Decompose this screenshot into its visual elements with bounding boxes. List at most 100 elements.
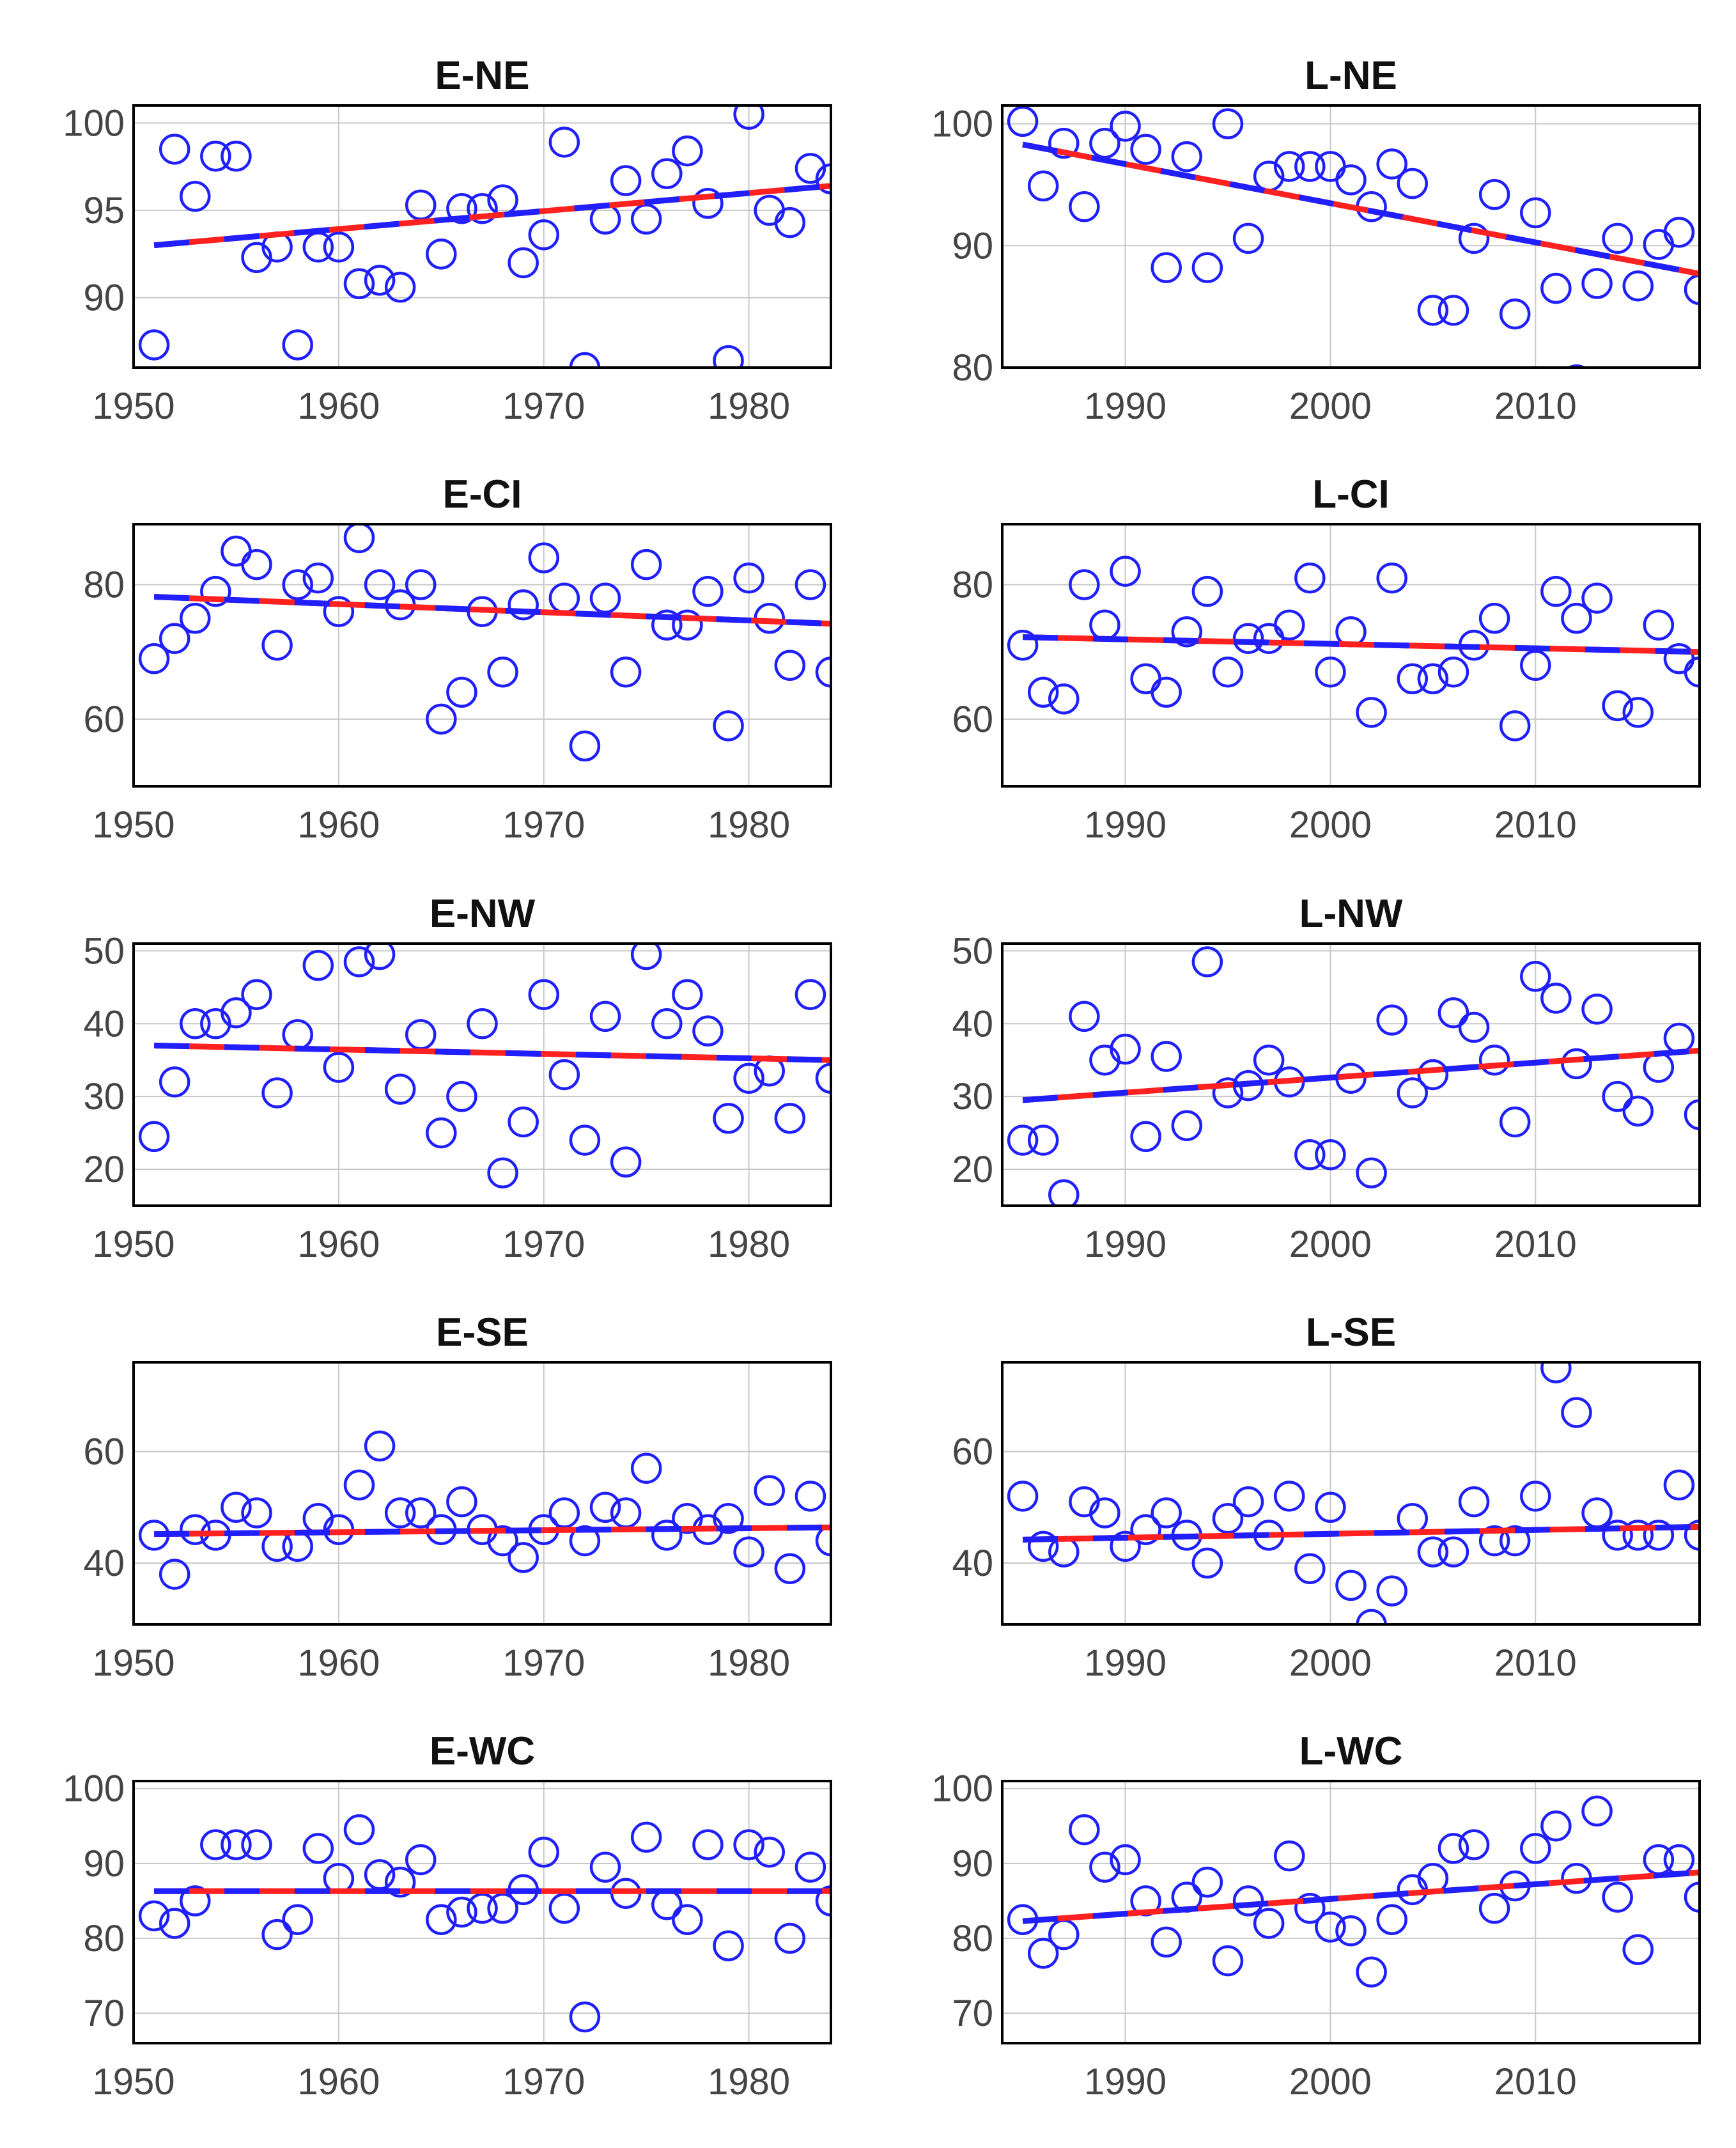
- x-tick-label: 1980: [708, 1224, 790, 1265]
- y-tick-label: 100: [931, 104, 993, 145]
- data-point: [1438, 1833, 1469, 1864]
- plot-frame: [132, 523, 832, 788]
- data-point: [1253, 1044, 1285, 1076]
- data-point: [1130, 1514, 1161, 1545]
- data-point: [1110, 1033, 1141, 1065]
- data-point: [159, 1908, 190, 1939]
- plot-frame: [1001, 942, 1701, 1207]
- data-point: [815, 1885, 831, 1917]
- data-point: [1458, 1829, 1490, 1860]
- data-point: [343, 1814, 375, 1846]
- data-point: [364, 944, 396, 970]
- data-point: [1048, 1179, 1080, 1206]
- data-point: [1027, 1938, 1059, 1969]
- data-point: [446, 676, 477, 708]
- data-point: [1007, 1125, 1039, 1156]
- y-tick-label: 60: [952, 699, 993, 740]
- plot-frame: [132, 1780, 832, 2044]
- x-tick-label: 2000: [1289, 804, 1372, 846]
- data-point: [1171, 141, 1203, 173]
- data-point: [713, 1503, 744, 1534]
- data-point: [1376, 562, 1407, 594]
- y-tick-label: 80: [952, 347, 993, 389]
- data-point: [282, 329, 313, 361]
- data-point: [1438, 997, 1469, 1029]
- subplot-title: E-NW: [430, 892, 536, 936]
- subplot-e-ne: 1950 1960 1970 1980 90 95 100 E-NE: [63, 54, 832, 427]
- data-point: [180, 602, 211, 634]
- data-point: [426, 238, 457, 270]
- data-point: [221, 1829, 252, 1860]
- subplot-title: L-NE: [1305, 54, 1397, 98]
- data-point: [1253, 623, 1285, 654]
- data-point: [569, 730, 601, 762]
- data-point: [405, 1844, 437, 1876]
- data-point: [138, 643, 170, 674]
- data-point: [343, 1469, 375, 1501]
- data-point: [1027, 1530, 1059, 1562]
- data-point: [1458, 1486, 1490, 1518]
- y-tick-label: 70: [83, 1993, 125, 2034]
- data-point: [528, 979, 560, 1010]
- y-tick-label: 70: [952, 1993, 993, 2034]
- data-point: [1335, 164, 1367, 196]
- x-tick-label: 1970: [502, 804, 585, 846]
- data-point: [446, 1896, 477, 1928]
- y-tick-label: 80: [83, 564, 125, 606]
- points: [138, 105, 831, 368]
- data-point: [713, 710, 744, 742]
- data-point: [630, 1452, 662, 1484]
- data-point: [610, 165, 642, 196]
- y-tick-label: 60: [83, 1431, 125, 1473]
- data-point: [1643, 1520, 1675, 1551]
- data-point: [1684, 1520, 1700, 1551]
- data-point: [1622, 1934, 1654, 1965]
- data-point: [815, 1062, 831, 1094]
- plot-frame: [1001, 1361, 1701, 1626]
- subplot-l-ci: 1990 2000 2010 60 80 L-CI: [952, 472, 1701, 846]
- data-point: [159, 1066, 190, 1098]
- data-point: [1376, 1575, 1407, 1607]
- data-point: [1089, 1851, 1120, 1883]
- x-tick-label: 2010: [1494, 1642, 1577, 1684]
- data-point: [1643, 1052, 1675, 1083]
- y-tick-label: 60: [952, 1431, 993, 1473]
- data-point: [384, 1073, 416, 1105]
- data-point: [651, 1889, 683, 1920]
- data-point: [1622, 1095, 1654, 1127]
- data-point: [343, 946, 375, 977]
- subplot-title: E-NE: [435, 54, 529, 98]
- subplot-title: L-NW: [1299, 892, 1403, 936]
- data-point: [1520, 197, 1551, 229]
- subplot-title: E-SE: [436, 1311, 529, 1355]
- data-point: [1376, 148, 1407, 180]
- data-point: [364, 569, 396, 600]
- data-point: [1356, 1608, 1387, 1624]
- data-point: [1643, 229, 1675, 260]
- data-point: [446, 1080, 477, 1112]
- x-tick-label: 1970: [502, 1642, 585, 1684]
- data-point: [1130, 1121, 1161, 1153]
- data-point: [1273, 609, 1305, 641]
- data-point: [1212, 1503, 1244, 1534]
- data-point: [1089, 1497, 1120, 1529]
- x-tick-label: 2010: [1494, 2061, 1577, 2103]
- data-point: [467, 1892, 498, 1924]
- data-point: [1376, 1904, 1407, 1935]
- data-point: [1581, 268, 1613, 299]
- data-point: [1602, 222, 1633, 254]
- data-point: [610, 1497, 642, 1529]
- data-point: [1007, 105, 1039, 137]
- y-tick-label: 80: [83, 1918, 125, 1959]
- x-tick-label: 1960: [297, 385, 380, 427]
- y-tick-label: 50: [952, 930, 993, 972]
- data-point: [1130, 663, 1161, 695]
- data-point: [1315, 1911, 1346, 1943]
- data-point: [221, 141, 252, 172]
- data-point: [651, 158, 683, 189]
- data-point: [713, 1103, 744, 1134]
- x-tick-label: 1960: [297, 2061, 380, 2103]
- data-point: [1520, 650, 1551, 681]
- data-point: [589, 1000, 621, 1032]
- data-point: [1294, 562, 1326, 594]
